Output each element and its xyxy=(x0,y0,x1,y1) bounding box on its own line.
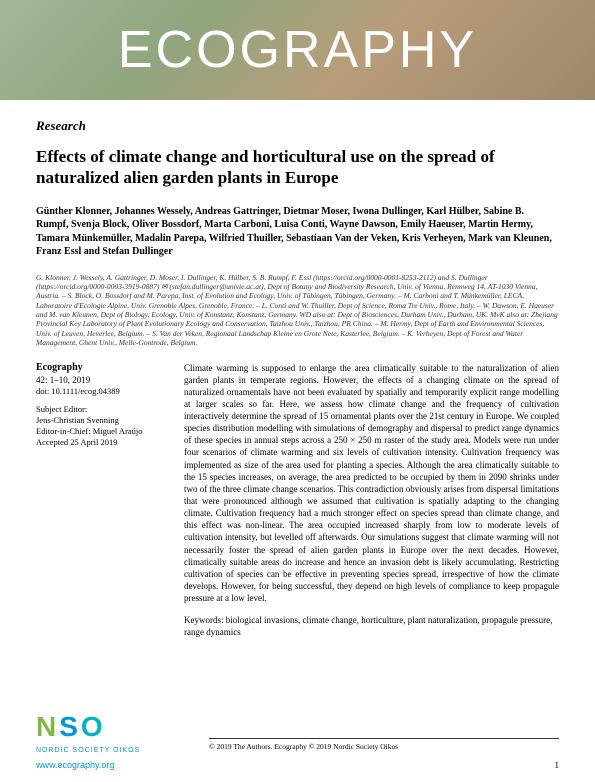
journal-volume: 42: 1–10, 2019 xyxy=(36,375,166,385)
subject-editor-name: Jens-Christian Svenning xyxy=(36,415,166,426)
page-footer: NSO NORDIC SOCIETY OIKOS www.ecography.o… xyxy=(36,711,559,770)
article-type-label: Research xyxy=(36,118,559,134)
logo-letter-n: N xyxy=(36,711,55,743)
logo-letter-o: O xyxy=(81,711,102,743)
editor-in-chief: Editor-in-Chief: Miguel Araújo xyxy=(36,426,166,437)
logo-subtitle: NORDIC SOCIETY OIKOS xyxy=(36,747,140,754)
right-column: Climate warming is supposed to enlarge t… xyxy=(184,362,559,639)
logo-letter-s: S xyxy=(59,711,77,743)
left-column: Ecography 42: 1–10, 2019 doi: 10.1111/ec… xyxy=(36,362,166,639)
publisher-logo-block: NSO NORDIC SOCIETY OIKOS www.ecography.o… xyxy=(36,711,140,770)
subject-editor-label: Subject Editor: xyxy=(36,404,166,415)
copyright-wrapper: © 2019 The Authors. Ecography © 2019 Nor… xyxy=(209,738,559,770)
journal-banner: ECOGRAPHY xyxy=(0,0,595,100)
page-number: 1 xyxy=(555,760,560,770)
abstract-text: Climate warming is supposed to enlarge t… xyxy=(184,362,559,605)
doi: doi: 10.1111/ecog.04389 xyxy=(36,386,166,396)
article-title: Effects of climate change and horticultu… xyxy=(36,146,559,189)
article-content: Research Effects of climate change and h… xyxy=(0,100,595,651)
author-list: Günther Klonner, Johannes Wessely, Andre… xyxy=(36,205,559,259)
website-url: www.ecography.org xyxy=(36,760,114,770)
journal-masthead: ECOGRAPHY xyxy=(118,20,477,80)
two-column-layout: Ecography 42: 1–10, 2019 doi: 10.1111/ec… xyxy=(36,362,559,639)
journal-name: Ecography xyxy=(36,362,166,373)
nso-logo: NSO xyxy=(36,711,102,743)
keywords: Keywords: biological invasions, climate … xyxy=(184,614,559,638)
editor-block: Subject Editor: Jens-Christian Svenning … xyxy=(36,404,166,448)
affiliations: G. Klonner, J. Wessely, A. Gattringer, D… xyxy=(36,273,559,348)
copyright-text: © 2019 The Authors. Ecography © 2019 Nor… xyxy=(209,738,559,752)
accepted-date: Accepted 25 April 2019 xyxy=(36,437,166,448)
